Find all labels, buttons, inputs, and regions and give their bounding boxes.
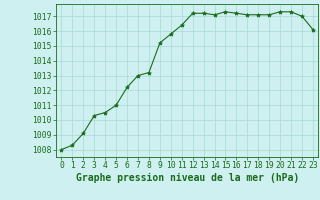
X-axis label: Graphe pression niveau de la mer (hPa): Graphe pression niveau de la mer (hPa) <box>76 173 299 183</box>
